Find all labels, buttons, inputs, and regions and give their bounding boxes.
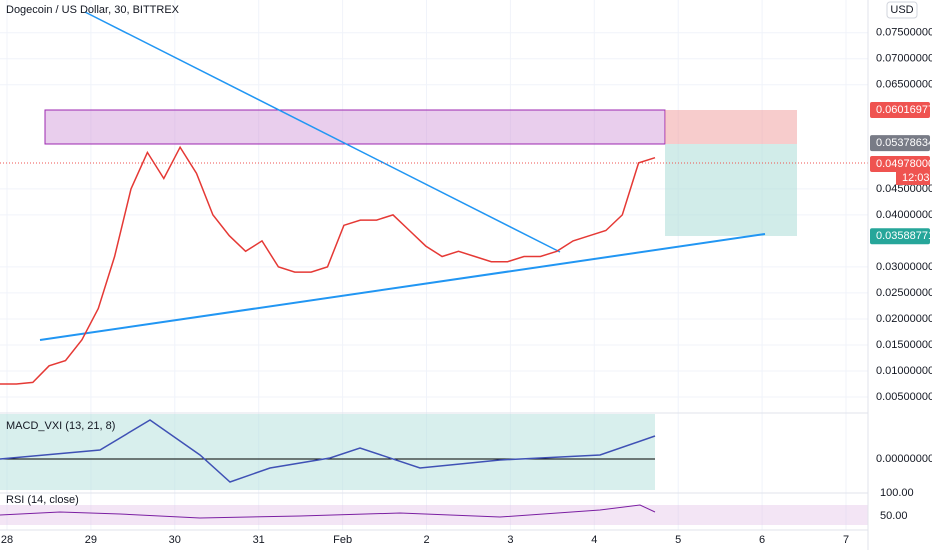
x-tick-label: 4 [591, 534, 597, 546]
y-tick-label: 0.01000000 [876, 365, 932, 377]
x-tick-label: 28 [1, 534, 13, 546]
countdown-tag [896, 171, 930, 185]
x-tick-label: 7 [843, 534, 849, 546]
y-tick-label: 0.03000000 [876, 261, 932, 273]
stop-zone [665, 110, 797, 144]
trendline [39, 233, 766, 341]
trendline [84, 11, 561, 253]
macd-background [0, 414, 655, 490]
macd-label: MACD_VXI (13, 21, 8) [6, 420, 115, 432]
x-tick-label: 29 [85, 534, 97, 546]
x-tick-label: 3 [507, 534, 513, 546]
y-tick-label: 0.06500000 [876, 79, 932, 91]
rsi-tick: 50.00 [880, 510, 908, 522]
macd-line [0, 419, 656, 483]
rsi-label: RSI (14, close) [6, 494, 79, 506]
price-tag-label: 0.06016977 [876, 104, 932, 116]
macd-zero: 0.00000000 [876, 453, 932, 465]
rsi-line [0, 504, 656, 519]
x-tick-label: Feb [333, 534, 352, 546]
x-tick-label: 31 [253, 534, 265, 546]
countdown: 12:03 [902, 172, 930, 184]
price-tag-label: 0.04978000 [876, 158, 932, 170]
price-tag [870, 101, 930, 118]
y-tick-label: 0.07000000 [876, 53, 932, 65]
x-tick-label: 5 [675, 534, 681, 546]
price-tag-label: 0.03588771 [876, 230, 932, 242]
x-tick-label: 6 [759, 534, 765, 546]
price-tag-label: 0.05378634 [876, 137, 932, 149]
rsi-tick: 100.00 [880, 487, 914, 499]
y-tick-label: 0.02500000 [876, 287, 932, 299]
y-tick-label: 0.07500000 [876, 27, 932, 39]
price-tag [870, 156, 930, 172]
x-tick-label: 2 [423, 534, 429, 546]
price-tag [870, 135, 930, 152]
target-zone [665, 144, 797, 236]
y-tick-label: 0.04000000 [876, 209, 932, 221]
price-line [0, 145, 656, 385]
resistance-zone [44, 109, 666, 145]
y-tick-label: 0.00500000 [876, 391, 932, 403]
currency[interactable]: USD [890, 4, 913, 16]
y-tick-label: 0.01500000 [876, 339, 932, 351]
y-tick-label: 0.04500000 [876, 183, 932, 195]
chart-title: Dogecoin / US Dollar, 30, BITTREX [6, 4, 180, 16]
price-tag [870, 228, 930, 245]
x-tick-label: 30 [169, 534, 181, 546]
currency-button[interactable] [886, 1, 918, 19]
y-tick-label: 0.02000000 [876, 313, 932, 325]
